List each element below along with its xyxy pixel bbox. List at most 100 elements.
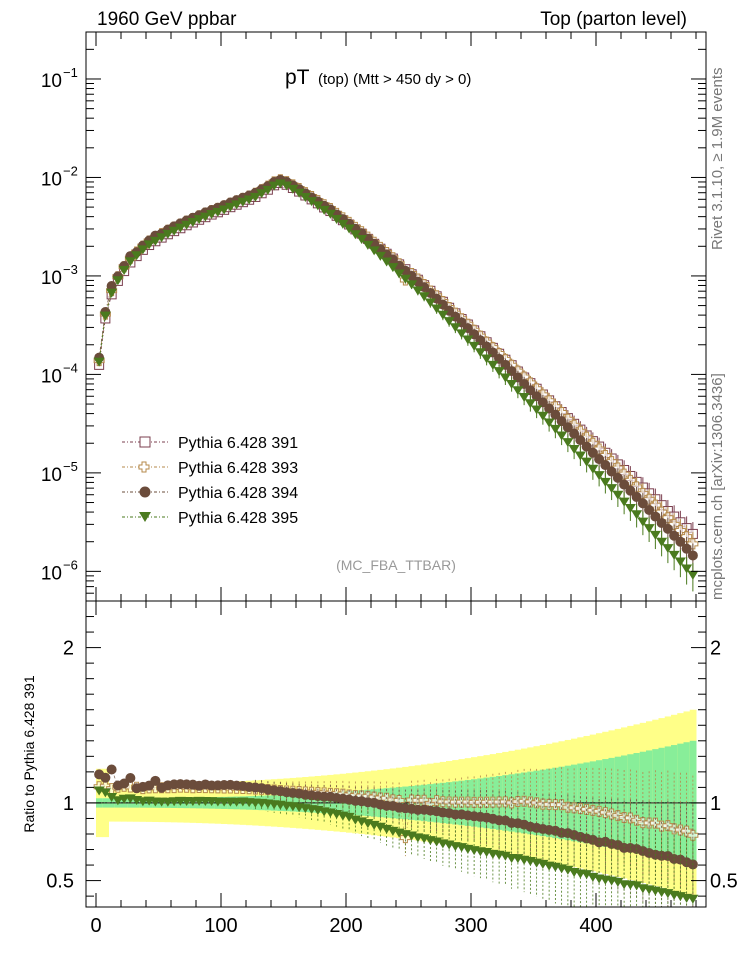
data-point-395	[312, 201, 324, 211]
data-point-395	[212, 207, 224, 217]
x-tick-labels: 0 100 200 300 400	[90, 915, 612, 937]
data-point-394	[650, 511, 661, 522]
legend-entry-394: Pythia 6.428 394	[122, 485, 298, 502]
data-point-395	[243, 195, 255, 205]
data-point-395	[412, 286, 424, 296]
ratio-y-axis-label: Ratio to Pythia 6.428 391	[21, 675, 37, 832]
ratio-point-395	[612, 877, 624, 887]
data-point-394	[687, 550, 698, 561]
data-point-395	[537, 411, 549, 421]
ratio-point-394	[100, 772, 111, 783]
data-point-395	[474, 348, 486, 358]
data-point-395	[162, 229, 174, 239]
data-point-395	[231, 200, 243, 210]
data-point-395	[356, 235, 368, 245]
data-point-395	[437, 310, 449, 320]
ratio-point-393	[599, 807, 611, 819]
chart-title-main: pT	[285, 66, 310, 89]
data-point-395	[381, 257, 393, 267]
data-point-395	[206, 210, 218, 220]
data-point-395	[256, 189, 268, 199]
data-point-395	[181, 220, 193, 230]
legend-entry-393: Pythia 6.428 393	[122, 460, 298, 477]
data-point-395	[106, 288, 118, 298]
y-tick-label-exponent: −5	[63, 459, 78, 474]
data-point-395	[324, 209, 336, 219]
data-point-395	[281, 181, 293, 191]
data-point-395	[393, 269, 405, 279]
side-label-top: Rivet 3.1.10, ≥ 1.9M events	[709, 68, 726, 251]
data-point-394	[575, 435, 586, 446]
data-point-395	[518, 392, 530, 402]
data-point-395	[606, 484, 618, 494]
data-point-395	[131, 251, 143, 261]
y-tick-label-exponent: −1	[63, 65, 78, 80]
data-point-394	[419, 282, 430, 293]
side-label-bottom: mcplots.cern.ch [arXiv:1306.3436]	[709, 373, 726, 600]
data-point-395	[449, 323, 461, 333]
data-point-395	[306, 197, 318, 207]
data-point-394	[637, 498, 648, 509]
ratio-point-395	[99, 788, 111, 798]
data-point-395	[643, 524, 655, 534]
data-point-394	[562, 422, 573, 433]
data-point-394	[681, 543, 692, 554]
data-point-394	[606, 466, 617, 477]
y-tick-label-exponent: −3	[63, 262, 78, 277]
ratio-point-395	[106, 792, 118, 802]
data-point-395	[631, 510, 643, 520]
data-point-395	[462, 335, 474, 345]
chart-title-sub: (top) (Mtt > 450 dy > 0)	[318, 71, 471, 88]
data-point-395	[99, 311, 111, 321]
ratio-y-tick-label-left: 1	[63, 793, 74, 815]
ratio-y-tick-label-right: 1	[710, 793, 721, 815]
x-tick-label: 400	[579, 915, 612, 937]
y-tick-label-base: 10	[41, 71, 62, 92]
data-point-394	[669, 530, 680, 541]
data-point-394	[675, 536, 686, 547]
data-point-395	[499, 373, 511, 383]
data-point-395	[262, 185, 274, 195]
main-panel: 10−110−210−310−410−510−6	[41, 31, 707, 602]
data-point-395	[556, 431, 568, 441]
legend-marker-395	[139, 512, 151, 522]
legend: Pythia 6.428 391 Pythia 6.428 393 Pythia…	[122, 435, 298, 527]
ratio-point-393	[624, 812, 636, 824]
legend-label-391: Pythia 6.428 391	[178, 435, 298, 452]
ratio-point-393	[687, 829, 699, 841]
data-point-395	[268, 181, 280, 191]
data-point-394	[106, 281, 117, 292]
data-point-395	[368, 246, 380, 256]
data-point-395	[681, 564, 693, 574]
ratio-y-tick-label-right: 0.5	[710, 871, 738, 893]
header-right: Top (parton level)	[540, 9, 687, 30]
data-point-395	[493, 367, 505, 377]
data-point-395	[581, 457, 593, 467]
data-point-395	[662, 544, 674, 554]
ratio-y-tick-label-left: 2	[63, 638, 74, 660]
data-point-395	[399, 274, 411, 284]
data-point-395	[93, 357, 105, 367]
data-point-395	[618, 497, 630, 507]
data-point-395	[656, 537, 668, 547]
data-point-395	[374, 251, 386, 261]
data-point-395	[406, 280, 418, 290]
legend-label-394: Pythia 6.428 394	[178, 485, 298, 502]
data-point-394	[525, 385, 536, 396]
data-point-395	[218, 205, 230, 215]
data-point-394	[544, 403, 555, 414]
data-point-395	[343, 224, 355, 234]
data-point-394	[600, 460, 611, 471]
ratio-y-tick-label-left: 0.5	[46, 871, 74, 893]
ratio-point-395	[581, 870, 593, 880]
data-point-394	[387, 254, 398, 265]
data-point-395	[512, 386, 524, 396]
data-point-395	[599, 477, 611, 487]
ratio-point-393	[674, 824, 686, 836]
data-point-395	[543, 418, 555, 428]
x-tick-label: 0	[90, 915, 101, 937]
ratio-panel: 0.5 0.5 1 1 2 2 0 100 200 300 400	[46, 600, 738, 937]
data-point-395	[187, 217, 199, 227]
data-point-395	[562, 438, 574, 448]
